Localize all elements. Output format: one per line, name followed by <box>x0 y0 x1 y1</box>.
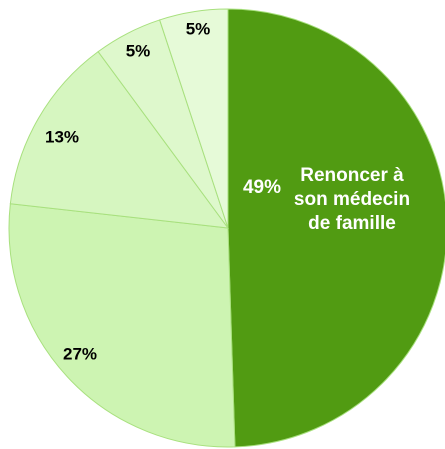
slice-value-label: 49% <box>243 177 281 198</box>
pie-slice <box>159 8 229 229</box>
slice-category-label: Renoncer à son médecin de famille <box>293 165 411 234</box>
slice-value-label: 5% <box>126 41 151 60</box>
slice-value-label: 13% <box>45 127 79 146</box>
slice-value-label: 27% <box>63 344 97 363</box>
pie-slice <box>8 203 236 448</box>
slice-value-label: 5% <box>186 19 211 38</box>
pie-slice <box>227 8 445 448</box>
pie-slice <box>9 50 230 229</box>
